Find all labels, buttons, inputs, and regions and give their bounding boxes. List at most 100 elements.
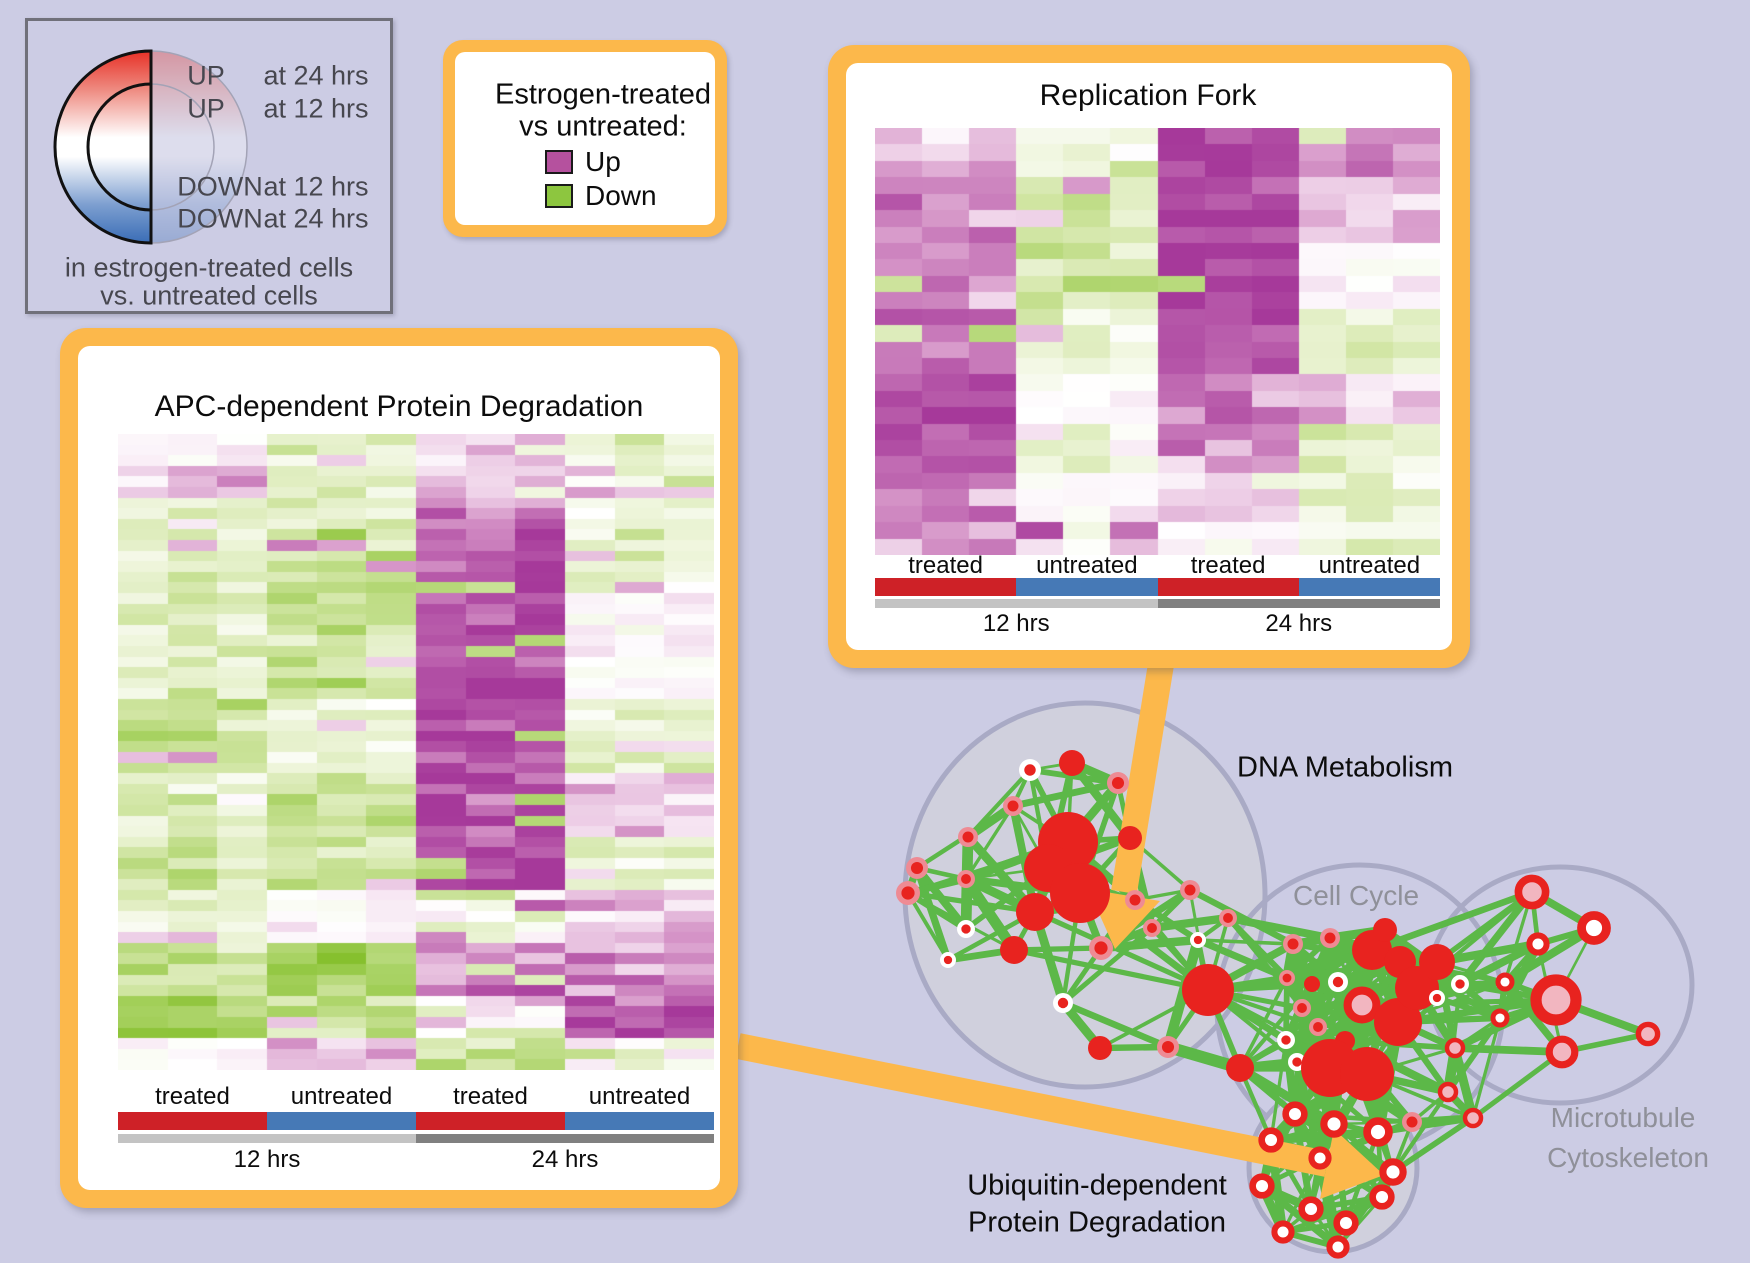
network-node: [1490, 1008, 1510, 1028]
network-node: [943, 955, 953, 965]
network-edge: [1151, 913, 1229, 933]
network-node: [1057, 997, 1069, 1009]
apc-group-label-2: treated: [453, 1083, 528, 1110]
network-node: [1419, 944, 1455, 980]
network-node: [1287, 938, 1299, 950]
network-node: [1223, 913, 1233, 923]
cluster-label-microtubule-line1: Microtubule: [1550, 1102, 1696, 1133]
legend-caption-line2: vs. untreated cells: [100, 280, 318, 311]
network-node: [1304, 976, 1320, 992]
network-node: [1088, 1036, 1112, 1060]
network-node: [1444, 1037, 1466, 1059]
network-node: [1379, 1158, 1407, 1186]
network-node: [961, 874, 971, 884]
network-edge: [1471, 1017, 1502, 1119]
network-node: [1182, 964, 1234, 1016]
up-swatch: [545, 150, 573, 174]
network-node: [1332, 976, 1344, 988]
network-edge: [1377, 1114, 1474, 1136]
network-node: [1437, 1081, 1459, 1103]
estrogen-legend-title-line2: vs untreated:: [519, 110, 687, 143]
apc-group-label-3: untreated: [588, 1083, 691, 1110]
legend-up-12-dir: UP: [187, 93, 225, 124]
legend-up-24-dir: UP: [187, 60, 225, 91]
network-edge: [1013, 945, 1102, 953]
network-node: [1298, 1196, 1324, 1222]
network-edge: [1061, 999, 1170, 1051]
rf-time-label-1: 24 hrs: [1265, 610, 1333, 637]
rf-group-label-2: treated: [1190, 552, 1266, 579]
network-edge: [1370, 888, 1534, 954]
apc-treated-bar-2: [416, 1112, 565, 1130]
legend-caption-line1: in estrogen-treated cells: [64, 252, 354, 283]
replication-fork-panel-title: Replication Fork: [1039, 79, 1257, 112]
legend-down-24-dir: DOWN: [177, 203, 263, 234]
legend-down-12-dir: DOWN: [177, 171, 263, 202]
network-node: [1455, 979, 1465, 989]
network-node: [1374, 998, 1422, 1046]
updown-legend-box: UP UP DOWN DOWN at 24 hrs at 12 hrs at 1…: [25, 18, 393, 314]
apc-time-label-1: 24 hrs: [531, 1146, 599, 1173]
legend-down-24-time: at 24 hrs: [263, 203, 369, 234]
apc-time-bar-0: [118, 1134, 416, 1143]
network-edge: [1270, 1127, 1379, 1145]
network-node: [1111, 776, 1125, 790]
network-node: [1226, 1054, 1254, 1082]
network-node: [1282, 973, 1292, 983]
network-node: [1297, 1003, 1307, 1013]
down-label: Down: [585, 180, 657, 211]
network-edge: [1436, 979, 1506, 1001]
rf-group-label-0: treated: [908, 552, 983, 579]
legend-down-12-time: at 12 hrs: [263, 171, 369, 202]
network-edge: [1391, 1090, 1450, 1174]
cluster-label-cell-cycle: Cell Cycle: [1292, 880, 1420, 911]
network-edge: [1391, 1115, 1475, 1175]
cluster-label-ubiquitin-line2: Protein Degradation: [968, 1206, 1226, 1239]
network-edge: [1013, 947, 1209, 993]
rf-group-label-1: untreated: [1036, 552, 1138, 579]
down-swatch: [545, 184, 573, 208]
cluster-label-microtubule-line2: Cytoskeleton: [1547, 1142, 1709, 1173]
network-node: [1333, 1210, 1359, 1236]
estrogen-legend-inner: Estrogen-treated vs untreated: Up Down: [455, 52, 715, 225]
legend-up-24-time: at 24 hrs: [263, 60, 369, 91]
network-node: [1292, 1057, 1302, 1067]
rf-treated-bar-2: [1157, 578, 1299, 596]
network-node: [1545, 1035, 1579, 1069]
cluster-label-ubiquitin-line1: Ubiquitin-dependent: [967, 1169, 1227, 1202]
network-edge: [1457, 889, 1535, 987]
apc-untreated-bar-3: [565, 1112, 714, 1130]
network-node: [1577, 911, 1611, 945]
network-node: [1320, 1110, 1348, 1138]
network-node: [1495, 972, 1515, 992]
network-node: [1373, 918, 1397, 942]
arrow-shaft-0: [1111, 649, 1176, 895]
rf-time-label-0: 12 hrs: [982, 610, 1050, 637]
network-node: [1530, 974, 1582, 1026]
network-node: [1059, 750, 1085, 776]
arrow-shaft-1: [735, 1033, 1330, 1177]
network-node: [1635, 1021, 1661, 1047]
apc-time-bar-1: [416, 1134, 714, 1143]
network-edge: [964, 805, 1015, 880]
apc-time-label-0: 12 hrs: [233, 1146, 301, 1173]
legend-up-12-time: at 12 hrs: [263, 93, 369, 124]
network-node: [1258, 1127, 1284, 1153]
apc-group-label-0: treated: [155, 1083, 230, 1110]
network-node: [1462, 1107, 1484, 1129]
network-node: [1161, 1040, 1175, 1054]
network-node: [1000, 936, 1028, 964]
network-node: [1282, 1101, 1308, 1127]
apc-untreated-bar-1: [267, 1112, 416, 1130]
cluster-label-dna-metabolism: DNA Metabolism: [1237, 751, 1453, 784]
network-node: [910, 861, 924, 875]
network-node: [1406, 1116, 1418, 1128]
rf-treated-bar-0: [875, 578, 1017, 596]
estrogen-legend-title-line1: Estrogen-treated: [494, 78, 712, 111]
bottom-margin-strip: [0, 1263, 1750, 1279]
network-node: [1326, 1235, 1350, 1259]
network-node: [1363, 1117, 1393, 1147]
network-edge: [1033, 909, 1210, 993]
network-node: [1007, 800, 1019, 812]
